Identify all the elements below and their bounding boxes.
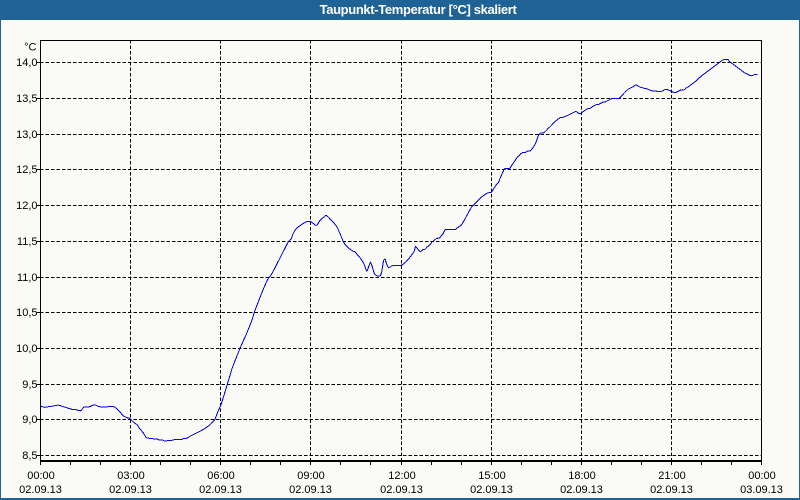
svg-text:06:00: 06:00 — [207, 470, 235, 482]
svg-text:03.09.13: 03.09.13 — [740, 484, 783, 496]
svg-text:02.09.13: 02.09.13 — [650, 484, 693, 496]
svg-text:12,5: 12,5 — [16, 164, 37, 176]
svg-text:21:00: 21:00 — [658, 470, 686, 482]
svg-text:15:00: 15:00 — [478, 470, 506, 482]
svg-text:10,5: 10,5 — [16, 307, 37, 319]
svg-text:02.09.13: 02.09.13 — [199, 484, 242, 496]
svg-text:02.09.13: 02.09.13 — [289, 484, 332, 496]
svg-text:13,5: 13,5 — [16, 93, 37, 105]
svg-text:°C: °C — [24, 42, 36, 54]
svg-text:02.09.13: 02.09.13 — [109, 484, 152, 496]
svg-text:11,0: 11,0 — [17, 272, 38, 284]
svg-text:11,5: 11,5 — [17, 236, 38, 248]
svg-text:02.09.13: 02.09.13 — [380, 484, 423, 496]
svg-text:14,0: 14,0 — [16, 57, 37, 69]
svg-text:18:00: 18:00 — [568, 470, 596, 482]
svg-text:12:00: 12:00 — [388, 470, 416, 482]
svg-text:13,0: 13,0 — [16, 129, 37, 141]
svg-text:03:00: 03:00 — [117, 470, 145, 482]
svg-text:12,0: 12,0 — [16, 200, 37, 212]
svg-text:02.09.13: 02.09.13 — [560, 484, 603, 496]
svg-text:9,5: 9,5 — [22, 379, 37, 391]
svg-text:00:00: 00:00 — [27, 470, 55, 482]
svg-text:9,0: 9,0 — [22, 414, 37, 426]
svg-text:8,5: 8,5 — [22, 450, 37, 462]
svg-text:00:00: 00:00 — [748, 470, 776, 482]
svg-text:09:00: 09:00 — [297, 470, 325, 482]
svg-text:02.09.13: 02.09.13 — [470, 484, 513, 496]
svg-text:10,0: 10,0 — [16, 343, 37, 355]
svg-text:02.09.13: 02.09.13 — [19, 484, 62, 496]
